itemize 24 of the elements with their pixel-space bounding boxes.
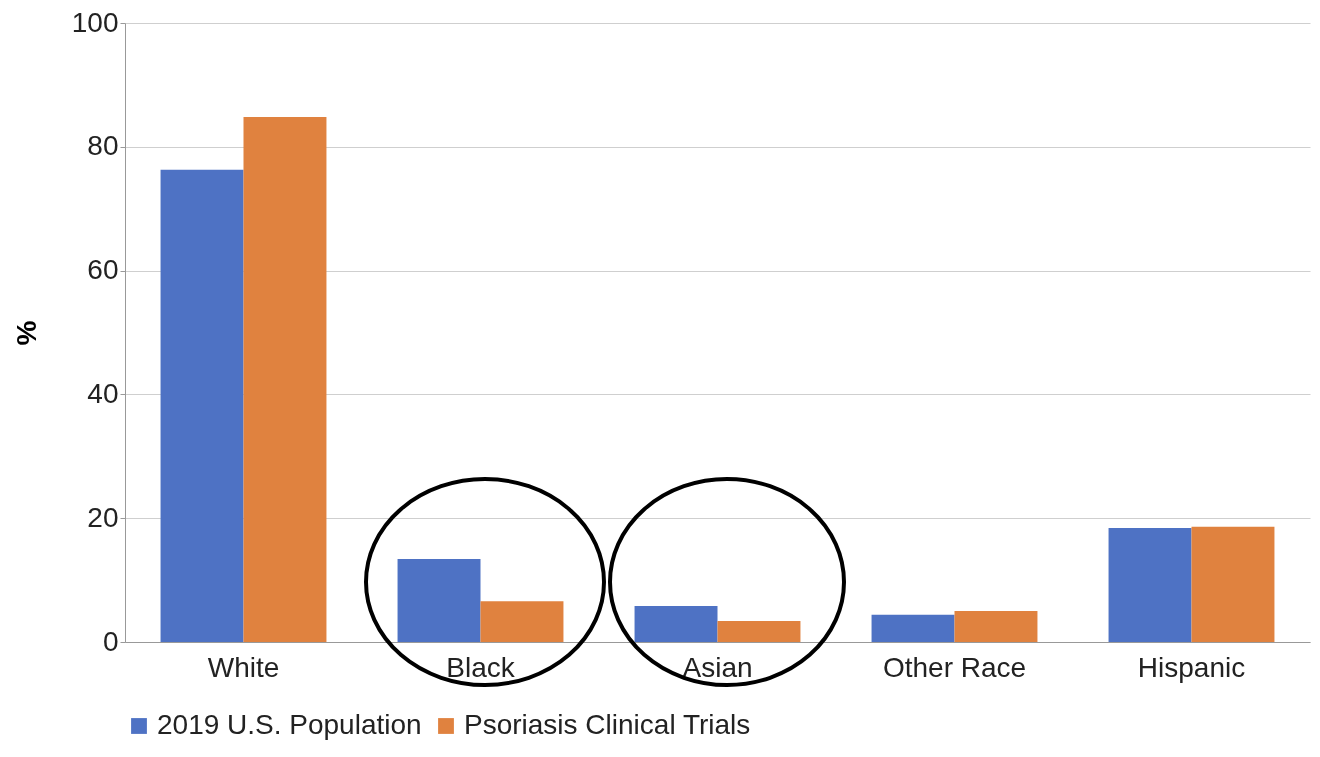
bar [634, 606, 718, 642]
bar [1108, 528, 1192, 642]
y-tick-label: 80 [87, 130, 119, 162]
bar [717, 620, 801, 642]
x-tick-label: Asian [682, 651, 753, 683]
y-tick-label: 20 [87, 501, 119, 533]
bar [397, 559, 481, 642]
x-tick-label: Other Race [882, 651, 1027, 683]
bar [160, 169, 244, 642]
x-tick-label: Hispanic [1137, 651, 1246, 683]
y-axis-title: % [10, 320, 42, 346]
legend-label: 2019 U.S. Population [157, 709, 422, 740]
y-tick-label: 40 [87, 377, 119, 409]
bar [1191, 526, 1275, 642]
y-tick-label: 100 [71, 6, 119, 38]
x-tick-label: Black [446, 651, 516, 683]
bar [871, 614, 955, 642]
x-tick-label: White [207, 651, 280, 683]
bar [243, 117, 327, 642]
y-tick-label: 60 [87, 254, 119, 286]
bar [480, 601, 564, 642]
bar [954, 611, 1038, 642]
legend-label: Psoriasis Clinical Trials [464, 709, 751, 740]
y-tick-label: 0 [102, 625, 119, 657]
